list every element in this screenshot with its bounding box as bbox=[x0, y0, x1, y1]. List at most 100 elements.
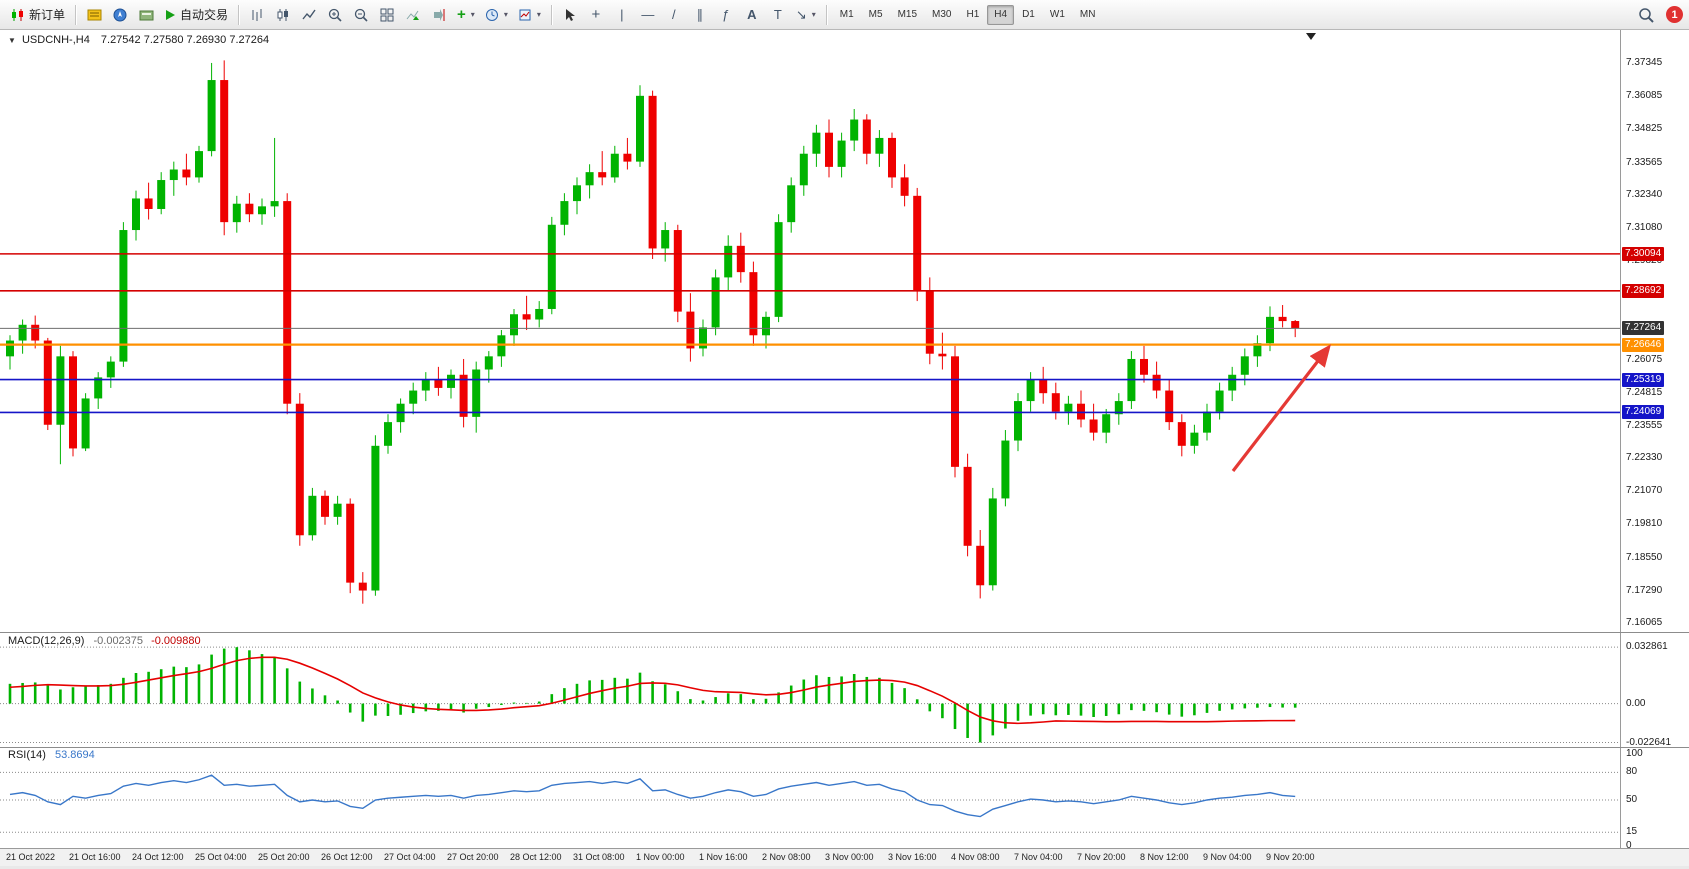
search-button[interactable] bbox=[1634, 3, 1658, 27]
timeframe-button-w1[interactable]: W1 bbox=[1043, 5, 1072, 25]
macd-panel-label: MACD(12,26,9) -0.002375 -0.009880 bbox=[8, 635, 201, 647]
timeframe-button-h1[interactable]: H1 bbox=[959, 5, 986, 25]
time-label: 3 Nov 16:00 bbox=[888, 852, 937, 862]
candlestick-chart-type-button[interactable] bbox=[271, 3, 295, 27]
line-chart-icon bbox=[302, 9, 316, 19]
periods-button[interactable]: ▾ bbox=[481, 3, 512, 27]
bar-chart-icon bbox=[252, 8, 262, 21]
time-label: 27 Oct 20:00 bbox=[447, 852, 499, 862]
templates-icon bbox=[519, 9, 531, 20]
macd-main-value: -0.002375 bbox=[93, 635, 144, 647]
timeframe-button-mn[interactable]: MN bbox=[1073, 5, 1103, 25]
search-icon bbox=[1639, 7, 1654, 23]
channel-tool-button[interactable]: ∥ bbox=[688, 3, 712, 27]
price-tick: 7.32340 bbox=[1626, 188, 1663, 200]
new-order-button[interactable]: 新订单 bbox=[6, 3, 69, 27]
panel-separator-macd[interactable] bbox=[0, 632, 1689, 633]
fibonacci-tool-button[interactable]: ƒ bbox=[714, 3, 738, 27]
timeframe-button-m30[interactable]: M30 bbox=[925, 5, 958, 25]
time-label: 21 Oct 2022 bbox=[6, 852, 56, 862]
price-tick: 7.31080 bbox=[1626, 221, 1663, 233]
terminal-button[interactable] bbox=[134, 3, 158, 27]
text-label-tool-button[interactable]: T bbox=[766, 3, 790, 27]
toolbar-separator bbox=[550, 4, 552, 25]
panel-separator-rsi[interactable] bbox=[0, 747, 1689, 748]
fibonacci-icon: ƒ bbox=[722, 6, 730, 22]
main-toolbar: 新订单 自动交易 bbox=[0, 0, 1689, 30]
zoom-out-icon bbox=[354, 8, 368, 22]
chart-shift-button[interactable] bbox=[427, 3, 451, 27]
chart-canvas[interactable] bbox=[0, 30, 1620, 848]
chevron-down-icon: ▾ bbox=[536, 10, 541, 19]
time-label: 9 Nov 04:00 bbox=[1203, 852, 1252, 862]
autotrading-label: 自动交易 bbox=[180, 8, 229, 22]
toolbar-separator bbox=[238, 4, 240, 25]
arrows-tool-button[interactable]: ↘ ▾ bbox=[792, 3, 820, 27]
text-label-icon: T bbox=[773, 6, 782, 22]
rsi-tick: 15 bbox=[1626, 826, 1638, 838]
horizontal-line-tool-button[interactable]: — bbox=[636, 3, 660, 27]
text-tool-button[interactable]: A bbox=[740, 3, 764, 27]
price-tick: 7.26075 bbox=[1626, 353, 1663, 365]
market-watch-button[interactable] bbox=[82, 3, 106, 27]
price-tick: 7.22330 bbox=[1626, 452, 1663, 464]
timeframe-group: M1 M5 M15 M30 H1 H4 D1 W1 MN bbox=[833, 4, 1103, 25]
terminal-icon bbox=[139, 10, 154, 20]
horizontal-line-icon: — bbox=[641, 6, 655, 22]
rsi-tick: 80 bbox=[1626, 766, 1638, 778]
autotrading-button[interactable]: 自动交易 bbox=[160, 3, 232, 27]
candlestick-chart-icon bbox=[277, 8, 289, 21]
time-label: 26 Oct 12:00 bbox=[321, 852, 373, 862]
timeframe-button-m15[interactable]: M15 bbox=[891, 5, 924, 25]
line-chart-type-button[interactable] bbox=[297, 3, 321, 27]
chevron-down-icon: ▾ bbox=[503, 10, 508, 19]
clock-icon bbox=[485, 8, 498, 21]
add-indicator-button[interactable]: + ▾ bbox=[453, 3, 479, 27]
vertical-line-tool-button[interactable]: | bbox=[610, 3, 634, 27]
rsi-tick: 0 bbox=[1626, 840, 1632, 851]
time-label: 27 Oct 04:00 bbox=[384, 852, 436, 862]
templates-button[interactable]: ▾ bbox=[514, 3, 545, 27]
timeframe-button-d1[interactable]: D1 bbox=[1015, 5, 1042, 25]
price-tick: 7.18550 bbox=[1626, 551, 1663, 563]
time-label: 28 Oct 12:00 bbox=[510, 852, 562, 862]
trendline-icon: / bbox=[672, 6, 676, 22]
symbol-period-label: USDCNH-,H4 bbox=[21, 34, 90, 46]
timeframe-button-m5[interactable]: M5 bbox=[862, 5, 890, 25]
tile-windows-icon bbox=[380, 8, 394, 21]
bar-chart-type-button[interactable] bbox=[245, 3, 269, 27]
crosshair-tool-button[interactable]: + bbox=[584, 3, 608, 27]
price-tick: 7.24815 bbox=[1626, 386, 1663, 398]
price-tick: 7.23555 bbox=[1626, 419, 1663, 431]
timeframe-button-m1[interactable]: M1 bbox=[833, 5, 861, 25]
time-label: 2 Nov 08:00 bbox=[762, 852, 811, 862]
navigator-icon bbox=[113, 8, 127, 21]
notification-badge[interactable]: 1 bbox=[1666, 6, 1683, 23]
time-label: 7 Nov 04:00 bbox=[1014, 852, 1063, 862]
tile-windows-button[interactable] bbox=[375, 3, 399, 27]
vertical-line-icon: | bbox=[620, 6, 624, 22]
zoom-in-button[interactable] bbox=[323, 3, 347, 27]
cursor-tool-button[interactable] bbox=[558, 3, 582, 27]
channel-icon: ∥ bbox=[696, 6, 704, 22]
zoom-out-button[interactable] bbox=[349, 3, 373, 27]
price-tag-7.25319: 7.25319 bbox=[1622, 372, 1665, 387]
time-label: 3 Nov 00:00 bbox=[825, 852, 874, 862]
auto-scroll-button[interactable] bbox=[401, 3, 425, 27]
time-axis[interactable]: 21 Oct 2022 21 Oct 16:00 24 Oct 12:00 25 Oc… bbox=[0, 848, 1689, 866]
add-indicator-icon: + bbox=[457, 5, 466, 23]
price-tag-7.24069: 7.24069 bbox=[1622, 405, 1665, 420]
rsi-name: RSI(14) bbox=[8, 749, 46, 761]
rsi-value: 53.8694 bbox=[54, 749, 95, 761]
rsi-tick: 50 bbox=[1626, 794, 1638, 805]
trendline-tool-button[interactable]: / bbox=[662, 3, 686, 27]
price-tick: 7.16065 bbox=[1626, 617, 1663, 629]
price-tick: 7.17290 bbox=[1626, 584, 1663, 596]
navigator-button[interactable] bbox=[108, 3, 132, 27]
time-label: 21 Oct 16:00 bbox=[69, 852, 121, 862]
price-tick: 7.36085 bbox=[1626, 90, 1663, 102]
timeframe-button-h4[interactable]: H4 bbox=[987, 4, 1015, 25]
toolbar-separator bbox=[825, 4, 827, 25]
macd-tick: 0.032861 bbox=[1626, 641, 1668, 653]
